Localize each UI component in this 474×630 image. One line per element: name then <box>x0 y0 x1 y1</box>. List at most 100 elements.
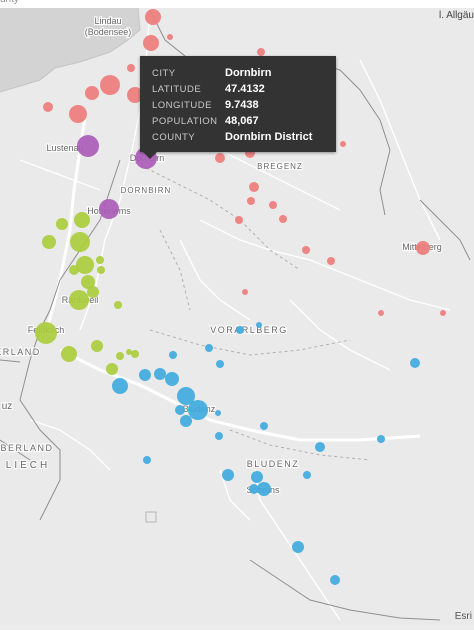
city-point[interactable] <box>188 400 208 420</box>
city-point[interactable] <box>180 415 192 427</box>
city-point[interactable] <box>97 266 105 274</box>
map-label-region: VORARLBERG <box>210 325 288 335</box>
city-point[interactable] <box>116 352 124 360</box>
city-point[interactable] <box>378 310 384 316</box>
tooltip-key: LONGITUDE <box>152 100 212 111</box>
tooltip-pointer <box>143 152 157 159</box>
city-point[interactable] <box>70 232 90 252</box>
city-point[interactable] <box>410 358 420 368</box>
city-point[interactable] <box>69 290 89 310</box>
map-attribution[interactable]: Esri <box>454 611 472 622</box>
city-point[interactable] <box>257 48 265 56</box>
lake-shore <box>0 7 141 93</box>
city-point[interactable] <box>236 326 244 334</box>
city-point[interactable] <box>440 310 446 316</box>
tooltip-value: 47.4132 <box>225 83 265 95</box>
city-point[interactable] <box>167 34 173 40</box>
city-point[interactable] <box>257 482 271 496</box>
map-label-town: Lindau (Bodensee) <box>85 16 132 37</box>
ill-river <box>59 348 421 442</box>
city-point[interactable] <box>416 241 430 255</box>
map-label-district: BLUDENZ <box>247 459 300 469</box>
city-point[interactable] <box>131 350 139 358</box>
tooltip-value: 48,067 <box>225 115 259 127</box>
city-point[interactable] <box>256 322 262 328</box>
tooltip-value: Dornbirn District <box>225 131 313 143</box>
city-point[interactable] <box>303 471 311 479</box>
city-point[interactable] <box>377 435 385 443</box>
map-label-town: uz <box>2 401 13 412</box>
city-point[interactable] <box>216 360 224 368</box>
tooltip-key: COUNTY <box>152 132 196 143</box>
terrain-patch <box>145 511 157 523</box>
city-point[interactable] <box>177 387 195 405</box>
city-point[interactable] <box>42 235 56 249</box>
city-point[interactable] <box>81 275 95 289</box>
map-label-district: BREGENZ <box>257 162 303 171</box>
city-point[interactable] <box>154 368 166 380</box>
city-point[interactable] <box>112 378 128 394</box>
city-point[interactable] <box>222 469 234 481</box>
city-point[interactable] <box>91 340 103 352</box>
map-label-district: DORNBIRN <box>121 186 172 195</box>
lake-constance <box>0 8 140 92</box>
city-point[interactable] <box>260 422 268 430</box>
city-point[interactable] <box>127 87 143 103</box>
city-point[interactable] <box>330 575 340 585</box>
city-point[interactable] <box>292 541 304 553</box>
city-point[interactable] <box>215 410 221 416</box>
city-point[interactable] <box>139 369 151 381</box>
city-points[interactable] <box>35 9 446 585</box>
city-point[interactable] <box>302 246 310 254</box>
city-point[interactable] <box>247 197 255 205</box>
city-point[interactable] <box>215 153 225 163</box>
city-point[interactable] <box>205 344 213 352</box>
city-point[interactable] <box>242 289 248 295</box>
city-point[interactable] <box>100 75 120 95</box>
city-point[interactable] <box>69 265 79 275</box>
tooltip-row-city: CITY Dornbirn <box>152 67 330 82</box>
city-point[interactable] <box>77 135 99 157</box>
city-point[interactable] <box>279 215 287 223</box>
city-point[interactable] <box>87 286 99 298</box>
city-point[interactable] <box>249 182 259 192</box>
tooltip-row-population: POPULATION 48,067 <box>152 115 330 130</box>
city-point[interactable] <box>96 256 104 264</box>
city-point[interactable] <box>175 405 185 415</box>
city-point[interactable] <box>127 64 135 72</box>
city-point[interactable] <box>69 105 87 123</box>
city-point[interactable] <box>215 432 223 440</box>
city-point[interactable] <box>169 351 177 359</box>
city-point[interactable] <box>61 346 77 362</box>
city-point[interactable] <box>74 212 90 228</box>
city-point[interactable] <box>106 363 118 375</box>
city-point[interactable] <box>43 102 53 112</box>
tooltip-key: CITY <box>152 68 176 79</box>
map-caption: unty <box>0 0 19 5</box>
bottom-bar <box>0 625 474 630</box>
map-label-region: BERLAND <box>0 443 53 453</box>
city-point[interactable] <box>99 199 119 219</box>
city-point[interactable] <box>56 218 68 230</box>
city-point[interactable] <box>35 322 57 344</box>
city-tooltip: CITY Dornbirn LATITUDE 47.4132 LONGITUDE… <box>140 56 336 159</box>
tooltip-row-longitude: LONGITUDE 9.7438 <box>152 99 330 114</box>
tooltip-value: Dornbirn <box>225 67 272 79</box>
city-point[interactable] <box>251 471 263 483</box>
city-point[interactable] <box>76 256 94 274</box>
city-point[interactable] <box>327 257 335 265</box>
city-point[interactable] <box>126 349 132 355</box>
city-point[interactable] <box>235 216 243 224</box>
city-point[interactable] <box>114 301 122 309</box>
city-point[interactable] <box>340 141 346 147</box>
city-point[interactable] <box>85 86 99 100</box>
city-point[interactable] <box>315 442 325 452</box>
city-point[interactable] <box>165 372 179 386</box>
city-point[interactable] <box>145 9 161 25</box>
city-point[interactable] <box>249 484 259 494</box>
city-point[interactable] <box>143 35 159 51</box>
city-point[interactable] <box>143 456 151 464</box>
map-label-town: Lustenau <box>46 143 83 153</box>
city-point[interactable] <box>269 201 277 209</box>
